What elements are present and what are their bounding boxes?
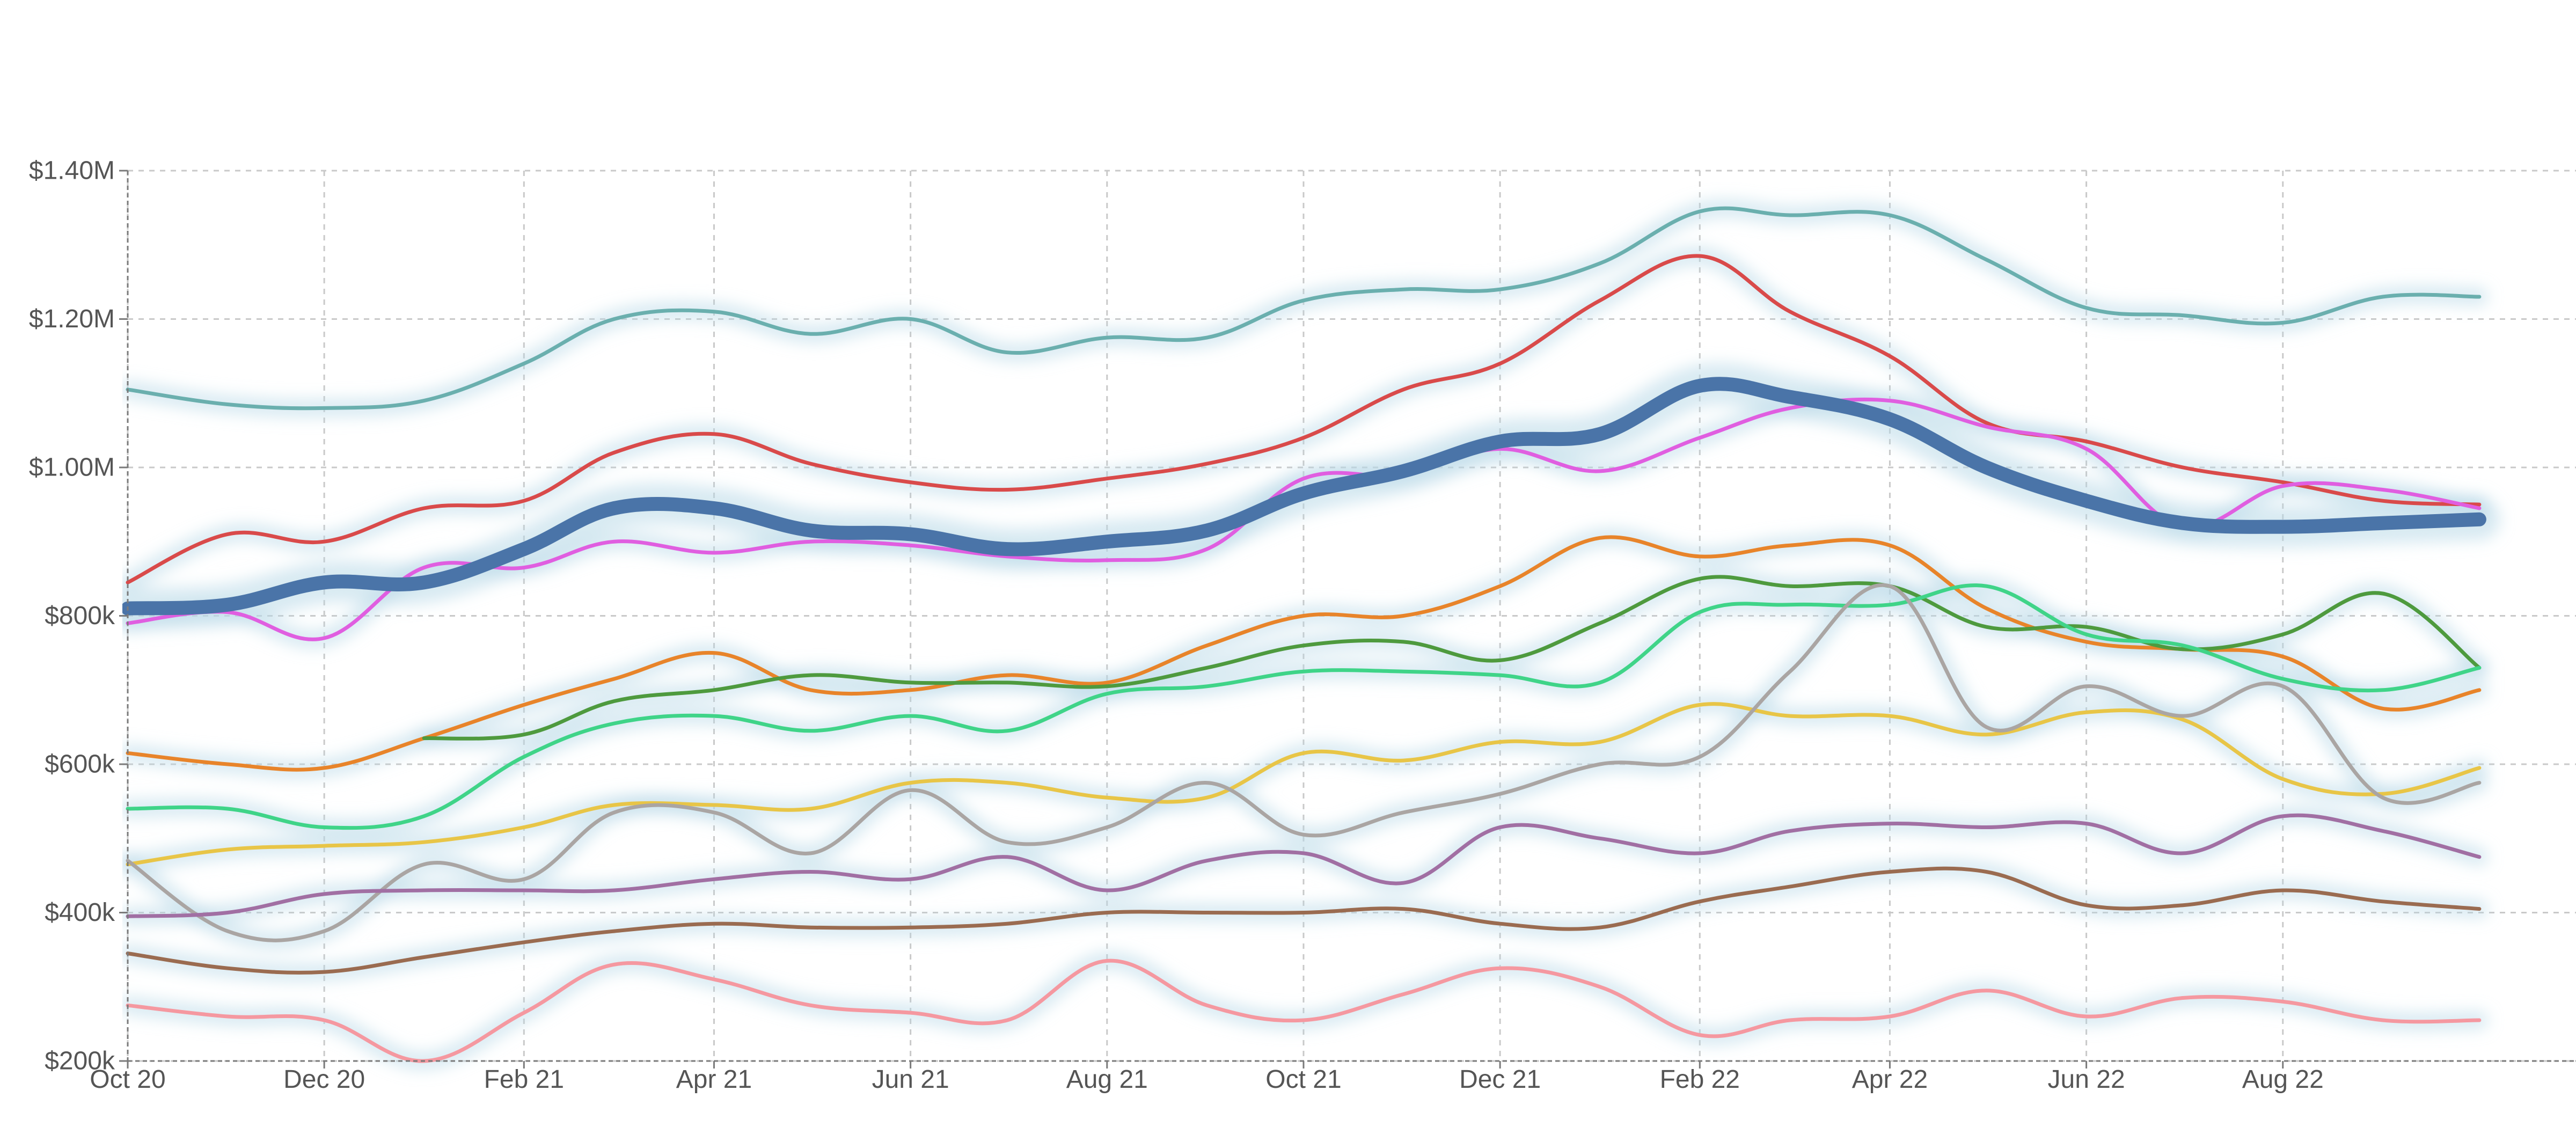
y-tick-label: $1.00M: [29, 453, 115, 482]
x-tick-label: Dec 21: [1459, 1065, 1541, 1094]
x-tick-label: Aug 22: [2242, 1065, 2324, 1094]
y-tick-label: $1.40M: [29, 157, 115, 185]
x-tick-label: Dec 20: [283, 1065, 365, 1094]
x-tick-label: Feb 22: [1660, 1065, 1740, 1094]
y-tick-label: $400k: [45, 898, 115, 927]
x-tick-label: Feb 21: [484, 1065, 564, 1094]
y-tick-label: $800k: [45, 602, 115, 630]
x-tick-label: Jun 22: [2048, 1065, 2125, 1094]
x-tick-label: Apr 22: [1852, 1065, 1928, 1094]
x-tick-label: Apr 21: [676, 1065, 752, 1094]
x-tick-label: Oct 21: [1265, 1065, 1341, 1094]
x-tick-label: Jun 21: [872, 1065, 949, 1094]
x-tick-label: Aug 21: [1066, 1065, 1148, 1094]
y-tick-label: $1.20M: [29, 305, 115, 333]
x-tick-label: Oct 20: [90, 1065, 165, 1094]
y-tick-label: $600k: [45, 750, 115, 779]
